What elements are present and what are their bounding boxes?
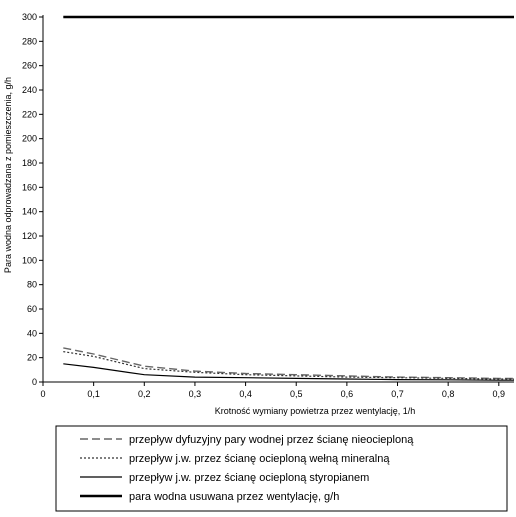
y-tick-label: 0 <box>32 377 37 387</box>
y-tick-label: 160 <box>22 182 37 192</box>
x-tick-label: 0,8 <box>442 389 455 399</box>
legend: przepływ dyfuzyjny pary wodnej przez ści… <box>55 425 508 512</box>
legend-label-3: przepływ j.w. przez ścianę ocieploną sty… <box>129 472 369 484</box>
y-tick-label: 300 <box>22 12 37 22</box>
series-line-1 <box>63 347 514 380</box>
x-tick-label: 0 <box>40 389 45 399</box>
x-tick-label: 0,9 <box>493 389 506 399</box>
y-tick-label: 20 <box>27 353 37 363</box>
x-tick-label: 0,2 <box>138 389 151 399</box>
y-tick-label: 140 <box>22 207 37 217</box>
labels-group: Krotność wymiany powietrza przez wentyla… <box>3 77 415 416</box>
y-tick-label: 100 <box>22 255 37 265</box>
x-tick-label: 0,1 <box>87 389 100 399</box>
y-axis-title: Para wodna odprowadzana z pomieszczenia,… <box>3 77 13 273</box>
y-tick-label: 240 <box>22 85 37 95</box>
x-tick-label: 0,7 <box>391 389 404 399</box>
y-tick-label: 40 <box>27 328 37 338</box>
x-axis-title: Krotność wymiany powietrza przez wentyla… <box>215 406 416 416</box>
series-line-2 <box>63 351 514 380</box>
axes-group: 0 20 40 60 80 100 120 140 160 180 200 220 240 260 280 3… <box>22 12 514 399</box>
x-tick-label: 0,6 <box>341 389 354 399</box>
x-tick-label: 0,4 <box>239 389 252 399</box>
x-tick-label: 0,3 <box>189 389 202 399</box>
y-tick-label: 180 <box>22 158 37 168</box>
y-tick-label: 280 <box>22 36 37 46</box>
y-tick-label: 60 <box>27 304 37 314</box>
y-tick-label: 260 <box>22 61 37 71</box>
legend-label-1: przepływ dyfuzyjny pary wodnej przez ści… <box>129 434 414 446</box>
x-tick-label: 0,5 <box>290 389 303 399</box>
series-line-3 <box>63 363 514 381</box>
series-group <box>63 15 514 381</box>
y-tick-label: 120 <box>22 231 37 241</box>
y-tick-label: 80 <box>27 280 37 290</box>
legend-label-4: para wodna usuwana przez wentylację, g/h <box>129 491 339 503</box>
legend-box <box>55 425 508 512</box>
y-tick-label: 200 <box>22 134 37 144</box>
y-tick-label: 220 <box>22 109 37 119</box>
legend-label-2: przepływ j.w. przez ścianę ocieploną weł… <box>129 453 390 465</box>
